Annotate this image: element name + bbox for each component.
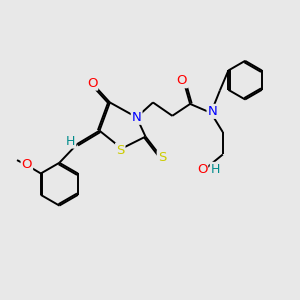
Text: S: S	[158, 151, 166, 164]
Text: H: H	[211, 163, 220, 176]
Text: O: O	[177, 74, 187, 87]
Text: N: N	[208, 105, 217, 118]
Text: O: O	[197, 163, 207, 176]
Text: N: N	[132, 111, 142, 124]
Text: H: H	[66, 135, 75, 148]
Text: O: O	[87, 76, 97, 90]
Text: O: O	[22, 158, 32, 171]
Text: S: S	[116, 143, 124, 157]
